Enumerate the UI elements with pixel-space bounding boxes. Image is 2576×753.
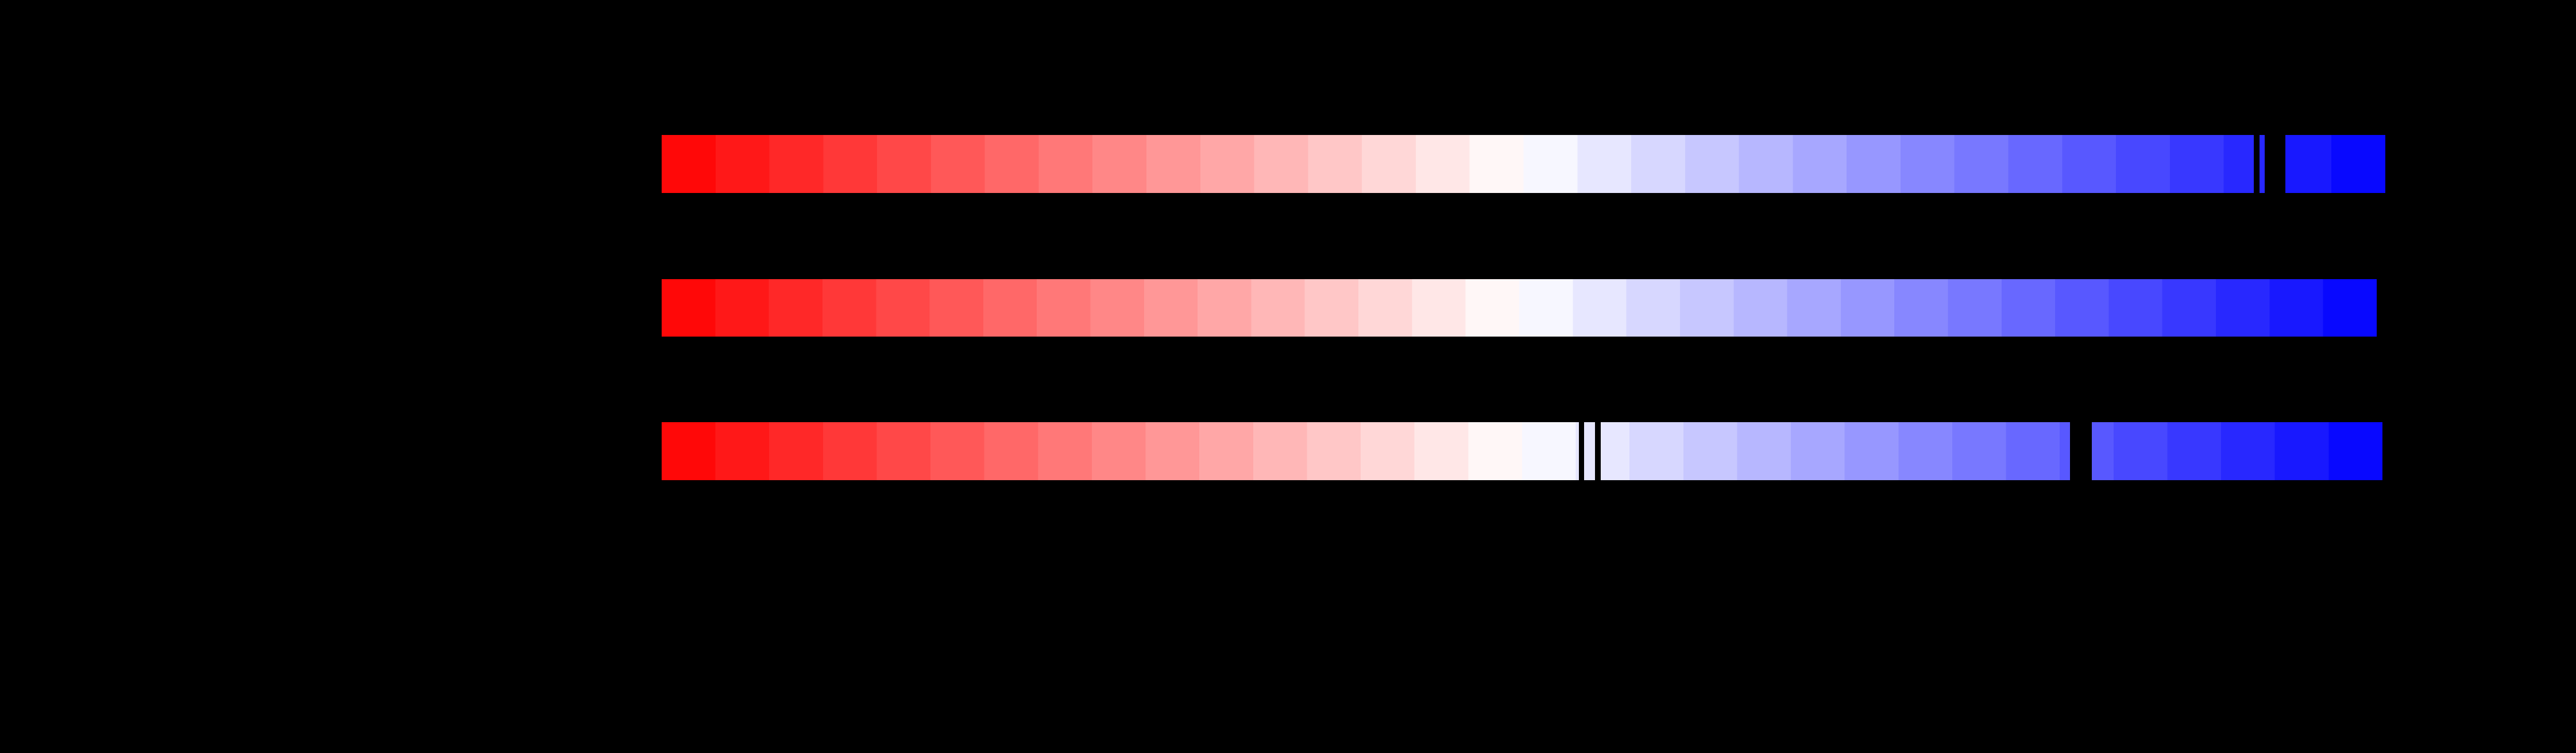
gap-mark (2254, 135, 2260, 193)
gap-mark (1579, 422, 1584, 480)
gap-mark (2070, 422, 2092, 480)
gap-mark (1595, 422, 1601, 480)
gradient-strip-2 (662, 279, 2377, 337)
gradient-strip-3 (662, 422, 2382, 480)
gap-mark (2265, 135, 2285, 193)
gradient-strip-1 (662, 135, 2385, 193)
